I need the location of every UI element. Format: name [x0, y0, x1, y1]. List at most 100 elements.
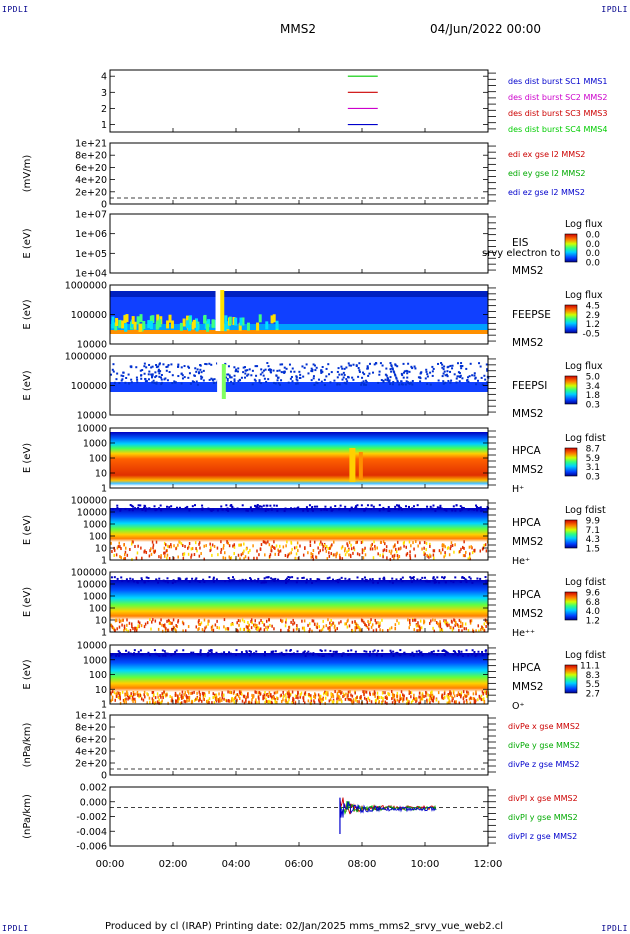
spectrogram-speck [384, 542, 386, 546]
spectrogram-speck [154, 701, 157, 705]
spectrogram-speck [188, 542, 191, 546]
spectrogram-speck [171, 699, 173, 703]
spectrogram-speck [347, 690, 350, 694]
spectrogram-speck [166, 379, 169, 382]
spectrogram-speck [225, 504, 228, 507]
spectrogram-speck [273, 579, 276, 582]
spectrogram-speck [454, 576, 457, 579]
spectrogram-speck [278, 369, 281, 372]
spectrogram-speck [259, 505, 262, 508]
spectrogram-band-orange [110, 330, 488, 334]
spectrogram-speck [378, 509, 381, 512]
ytick-label: 10 [95, 544, 107, 555]
spectrogram-speck [216, 625, 218, 629]
spectrogram-speck [469, 557, 471, 561]
spectrogram-speck [227, 690, 229, 694]
spectrogram-speck [177, 694, 179, 698]
spectrogram-speck [143, 693, 145, 697]
spectrogram-speck [155, 375, 158, 378]
spectrogram-speck [170, 621, 172, 625]
spectrogram-speck [244, 376, 247, 379]
spectrogram-speck [268, 555, 271, 559]
spectrogram-speck [368, 698, 371, 702]
spectrogram-speck [419, 508, 422, 511]
spectrogram-speck [457, 691, 460, 695]
spectrogram-speck [115, 317, 119, 326]
spectrogram-speck [312, 653, 315, 656]
spectrogram-speck [347, 697, 350, 701]
spectrogram-speck [352, 700, 355, 704]
spectrogram-speck [200, 621, 203, 625]
spectrogram-speck [419, 698, 422, 702]
spectrogram-speck [136, 580, 139, 583]
spectrogram-speck [201, 691, 204, 695]
spectrogram-speck [212, 381, 215, 384]
spectrogram-speck [191, 577, 194, 580]
spectrogram-speck [132, 697, 135, 701]
spectrogram-speck [237, 629, 239, 633]
spectrogram-speck [331, 654, 334, 657]
spectrogram-speck [223, 323, 227, 332]
spectrogram-speck [199, 694, 201, 698]
spectrogram-speck [384, 696, 387, 700]
spectrogram-speck [370, 544, 373, 548]
spectrogram-speck [119, 695, 121, 699]
spectrogram-speck [311, 509, 314, 512]
spectrogram-speck [377, 621, 379, 625]
spectrogram-speck [384, 378, 387, 381]
spectrogram-speck [170, 505, 173, 508]
spectrogram-speck [389, 627, 391, 631]
spectrogram-speck [177, 555, 179, 559]
spectrogram-speck [473, 697, 476, 701]
spectrogram-speck [378, 696, 381, 700]
spectrogram-speck [199, 649, 202, 652]
spectrogram-speck [327, 618, 329, 622]
spectrogram-speck [307, 372, 310, 375]
spectrogram-speck [245, 509, 248, 512]
spectrogram-speck [144, 695, 146, 699]
spectrogram-speck [366, 580, 369, 583]
spectrogram-speck [351, 701, 353, 705]
spectrogram-speck [421, 654, 424, 657]
spectrogram-speck [232, 317, 236, 326]
spectrogram-speck [251, 698, 253, 702]
spectrogram-speck [311, 619, 314, 623]
spectrogram-speck [350, 698, 352, 702]
spectrogram-speck [384, 700, 387, 704]
spectrogram-speck [360, 629, 363, 633]
spectrogram-speck [197, 372, 200, 375]
spectrogram-speck [253, 579, 256, 582]
spectrogram-speck [183, 365, 186, 368]
spectrogram-speck [347, 653, 350, 656]
spectrogram-speck [220, 652, 223, 655]
spectrogram-speck [239, 627, 242, 631]
spectrogram-speck [409, 550, 411, 554]
spectrogram-speck [160, 381, 163, 384]
spectrogram-speck [139, 693, 142, 697]
spectrogram-speck [450, 626, 452, 630]
spectrogram-speck [337, 581, 340, 584]
spectrogram-speck [419, 628, 421, 632]
spectrogram-speck [156, 692, 159, 696]
spectrogram-speck [445, 509, 448, 512]
spectrogram-speck [118, 319, 122, 328]
spectrogram-speck [432, 650, 435, 653]
spectrogram-speck [408, 626, 410, 630]
spectrogram-speck [131, 698, 134, 702]
spectrogram-speck [321, 542, 324, 546]
spectrogram-speck [410, 577, 413, 580]
spectrogram-speck [360, 694, 362, 698]
spectrogram-speck [392, 380, 395, 383]
spectrogram-speck [331, 692, 334, 696]
spectrogram-speck [195, 625, 198, 629]
spectrogram-speck [115, 692, 118, 696]
spectrogram-speck [330, 623, 332, 627]
spectrogram-speck [410, 365, 413, 368]
spectrogram-speck [231, 576, 234, 579]
spectrogram-speck [419, 700, 422, 704]
spectrogram-speck [145, 576, 148, 579]
spectrogram-speck [131, 578, 134, 581]
spectrogram-speck [186, 315, 190, 324]
spectrogram-speck [228, 316, 232, 325]
